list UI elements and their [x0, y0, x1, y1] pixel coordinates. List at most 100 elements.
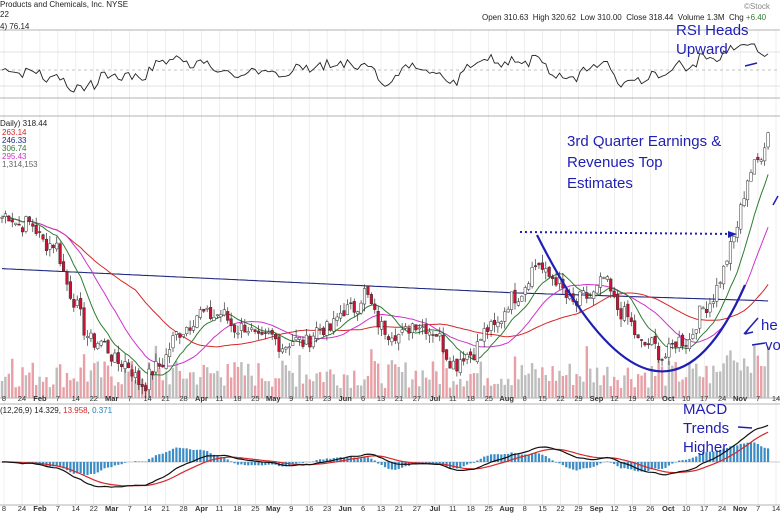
- candle-body: [198, 309, 202, 318]
- macd-histogram-bar: [113, 462, 116, 466]
- macd-histogram-bar: [230, 461, 233, 462]
- volume-bar: [277, 378, 281, 398]
- volume-bar: [270, 386, 274, 398]
- candle-body: [513, 289, 517, 304]
- candle-body: [215, 314, 220, 317]
- volume-bar: [671, 365, 674, 398]
- volume-bar: [527, 373, 530, 398]
- x-axis-label: 10: [682, 394, 690, 403]
- volume-bar: [219, 377, 223, 398]
- x-axis-label: 19: [628, 504, 636, 513]
- volume-bar: [69, 380, 72, 398]
- x-axis-label: 14: [772, 394, 780, 403]
- candle-body: [694, 329, 698, 334]
- volume-bar: [250, 375, 253, 398]
- volume-bar: [188, 372, 192, 398]
- volume-bar: [623, 375, 626, 398]
- macd-histogram-bar: [59, 462, 62, 468]
- candle-body: [352, 301, 356, 313]
- volume-bar: [541, 367, 544, 398]
- volume-bar: [339, 387, 342, 398]
- volume-bar: [650, 365, 653, 398]
- macd-histogram-bar: [496, 454, 499, 462]
- volume-bar: [452, 381, 455, 398]
- macd-histogram-bar: [684, 459, 688, 462]
- macd-histogram-bar: [175, 447, 178, 462]
- volume-bar: [301, 383, 305, 398]
- x-axis-label: 22: [556, 504, 564, 513]
- volume-bar: [530, 363, 534, 398]
- macd-histogram-bar: [353, 457, 356, 462]
- macd-line: [1, 424, 769, 488]
- volume-bar: [445, 368, 448, 398]
- volume-bar: [127, 371, 130, 398]
- volume-bar: [171, 368, 175, 398]
- x-axis-label: Jul: [429, 394, 440, 403]
- volume-bar: [630, 379, 633, 398]
- candle-body: [287, 346, 291, 349]
- candle-body: [171, 335, 175, 349]
- macd-arrow: [737, 426, 753, 429]
- macd-histogram-bar: [82, 462, 86, 475]
- macd-annotation: MACD Trends Higher: [683, 401, 730, 456]
- annotation-arrows: [519, 62, 779, 429]
- macd-histogram-bar: [233, 462, 236, 464]
- volume-bar: [619, 387, 623, 398]
- volume-bar: [571, 385, 575, 398]
- macd-histogram-bar: [192, 449, 195, 462]
- x-axis-label: 11: [216, 394, 224, 403]
- volume-bar: [106, 365, 110, 398]
- macd-histogram-bar: [599, 462, 602, 464]
- candle-body: [602, 277, 606, 279]
- volume-bar: [496, 383, 500, 398]
- macd-histogram-bar: [301, 462, 305, 463]
- candle-body: [609, 278, 613, 292]
- volume-bar: [288, 370, 291, 398]
- candle-body: [626, 303, 630, 318]
- candle-body: [527, 283, 531, 290]
- candle-body: [335, 316, 339, 321]
- macd-histogram-bar: [435, 462, 438, 464]
- candle-body: [291, 341, 295, 346]
- candle-body: [486, 327, 490, 333]
- candle-body: [34, 225, 38, 234]
- candle-body: [297, 337, 302, 340]
- volume-bars: [0, 345, 770, 398]
- candle-body: [759, 159, 763, 162]
- macd-histogram-bar: [476, 460, 479, 462]
- macd-histogram-bar: [725, 447, 729, 462]
- macd-histogram-bar: [356, 458, 359, 462]
- candle-body: [619, 308, 623, 320]
- candle-body: [44, 238, 49, 251]
- macd-histogram-bar: [756, 443, 759, 462]
- macd-histogram-bar: [329, 458, 332, 462]
- candle-body: [629, 317, 633, 322]
- volume-bar: [31, 362, 34, 398]
- volume-bar: [257, 363, 260, 398]
- candle-body: [219, 314, 223, 318]
- macd-histogram-bar: [189, 449, 192, 462]
- volume-bar: [746, 366, 749, 398]
- macd-histogram-bar: [483, 456, 486, 462]
- volume-bar: [578, 376, 582, 398]
- volume-bar: [216, 370, 219, 398]
- x-axis-label: Mar: [105, 504, 118, 513]
- candle-body: [681, 334, 685, 347]
- macd-histogram-bar: [428, 462, 431, 463]
- candle-body: [359, 302, 363, 314]
- volume-bar: [568, 363, 571, 398]
- ma-value-4: 295.43: [2, 152, 27, 161]
- x-axis-label: 24: [718, 504, 726, 513]
- volume-bar: [643, 372, 647, 398]
- x-axis-label: 28: [179, 394, 187, 403]
- volume-bar: [585, 346, 589, 398]
- candle-body: [161, 365, 165, 368]
- macd-histogram-bar: [134, 461, 137, 462]
- macd-histogram-bar: [202, 450, 205, 462]
- volume-arrow-1: [743, 317, 759, 335]
- macd-histogram-bar: [647, 462, 650, 471]
- macd-histogram-bar: [72, 462, 75, 474]
- macd-signal-line: [2, 431, 769, 487]
- cup-curve: [536, 234, 747, 373]
- x-axis-label: 22: [556, 394, 564, 403]
